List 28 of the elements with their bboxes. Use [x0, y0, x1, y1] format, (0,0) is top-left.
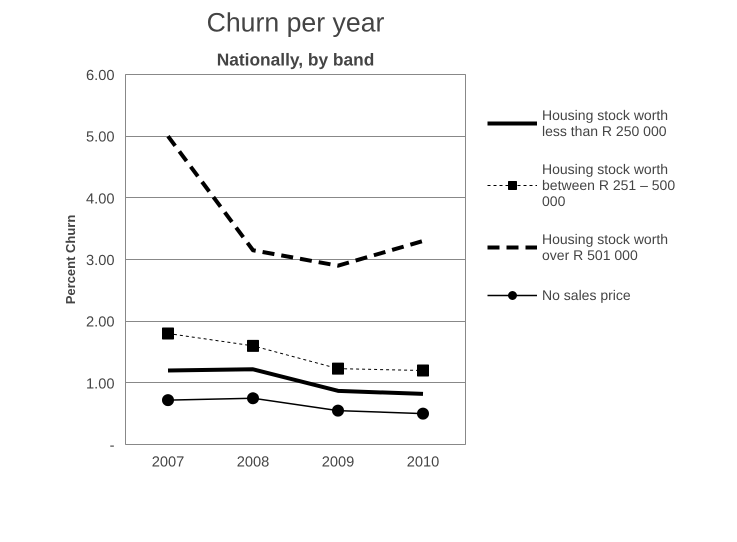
y-tick-label: 3.00 [86, 253, 115, 269]
y-tick-label: 4.00 [86, 191, 115, 208]
y-tick-label: 6.00 [86, 68, 115, 84]
y-tick-label: 2.00 [86, 314, 115, 331]
point [332, 404, 344, 417]
y-tick-label: 1.00 [86, 376, 115, 392]
line-series [166, 367, 425, 396]
chart-title: Churn per year [206, 8, 385, 38]
legend-label: Housing stock worth less than R 250 000 [542, 107, 668, 139]
point [162, 328, 174, 340]
x-tick-label: 2007 [152, 454, 184, 470]
legend-label: Housing stock worth over R 501 000 [542, 231, 668, 263]
y-axis-title: Percent Churn [62, 214, 78, 304]
legend-label: No sales price [542, 287, 631, 303]
chart-subtitle: Nationally, by band [216, 50, 374, 70]
y-tick-label: - [110, 438, 115, 454]
point [332, 362, 344, 375]
point [417, 408, 429, 420]
legend-label: Housing stock worth between R 251 – 500 000 [542, 161, 676, 209]
x-tick-label: 2008 [236, 454, 270, 470]
point [247, 340, 259, 352]
point [162, 394, 174, 406]
y-tick-label: 5.00 [86, 130, 115, 146]
x-tick-label: 2010 [406, 454, 440, 470]
point [417, 364, 429, 376]
line-series [166, 134, 425, 268]
point [247, 392, 259, 404]
x-tick-label: 2009 [322, 454, 354, 470]
